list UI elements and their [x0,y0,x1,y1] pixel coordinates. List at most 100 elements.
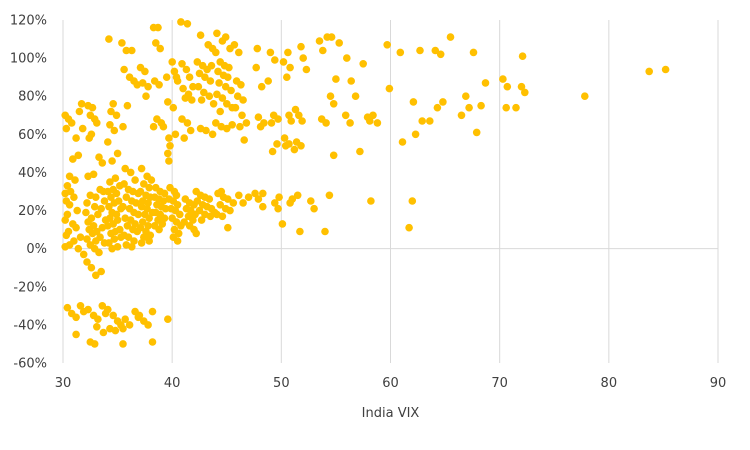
data-point-120 [104,305,112,314]
data-point-35 [76,302,85,310]
data-point-91 [110,126,119,135]
data-point-100 [112,189,121,198]
data-point-398 [296,227,304,236]
data-point-88 [107,107,115,116]
data-point-164 [119,324,127,333]
data-point-92 [104,138,112,146]
y-tick-label: 120% [10,14,47,29]
data-point-459 [521,88,529,97]
data-point-240 [172,191,181,200]
data-point-438 [416,46,424,55]
data-point-171 [137,164,146,173]
data-point-276 [180,218,188,226]
data-point-73 [95,248,103,257]
data-point-173 [147,176,156,184]
data-point-136 [121,164,129,173]
y-tick-label: 60% [18,128,47,143]
data-point-226 [162,73,171,81]
data-point-44 [85,134,93,142]
data-point-417 [335,39,344,47]
data-point-315 [212,48,220,57]
data-point-174 [140,180,148,188]
data-point-192 [145,237,153,245]
data-point-201 [156,44,164,53]
data-point-182 [143,204,151,213]
data-point-301 [193,197,202,205]
data-point-114 [107,229,115,238]
data-point-358 [244,193,253,201]
data-point-296 [208,130,217,139]
data-point-68 [83,235,91,243]
data-point-158 [130,237,138,245]
data-point-325 [213,90,221,99]
data-point-69 [92,237,100,245]
data-point-12 [63,182,72,190]
data-point-404 [310,204,318,213]
data-point-251 [174,229,183,238]
data-point-326 [218,94,227,102]
data-point-319 [214,67,222,76]
data-point-119 [108,244,116,253]
data-point-116 [110,235,119,243]
data-point-427 [367,197,375,205]
data-point-368 [259,202,267,211]
data-point-190 [146,231,155,240]
data-point-89 [112,111,121,120]
data-point-408 [327,33,336,41]
data-point-378 [271,199,279,207]
data-point-379 [274,204,282,213]
data-point-441 [433,103,442,112]
data-point-374 [267,119,276,127]
data-point-53 [100,197,109,205]
data-point-8 [69,155,77,163]
y-tick-label: 40% [18,166,47,181]
data-point-285 [207,61,216,70]
data-point-342 [218,212,227,221]
data-point-30 [79,250,88,259]
data-point-338 [216,201,224,209]
data-point-95 [111,174,120,182]
data-point-444 [439,98,447,106]
data-point-389 [285,140,293,148]
data-point-346 [235,48,243,57]
data-point-162 [125,321,134,329]
data-point-457 [517,82,526,91]
x-tick-label: 80 [601,376,618,391]
data-point-286 [195,69,204,78]
data-point-19 [63,210,72,219]
data-point-385 [283,73,291,81]
data-point-6 [77,100,86,108]
data-point-10 [65,172,74,181]
data-point-289 [194,82,203,91]
data-point-383 [279,58,288,66]
data-point-357 [239,199,247,207]
data-point-175 [145,183,153,192]
data-point-203 [155,81,163,89]
data-point-5 [75,107,84,116]
data-point-391 [286,199,294,207]
x-tick-label: 70 [491,376,508,391]
data-point-157 [124,233,133,241]
data-point-420 [341,111,350,120]
data-point-292 [197,96,206,104]
data-point-458 [518,52,527,60]
data-point-46 [98,159,107,167]
data-point-333 [228,121,236,129]
data-point-210 [160,189,169,198]
data-point-169 [144,82,152,91]
data-point-400 [297,42,305,51]
data-point-343 [224,223,232,232]
data-point-323 [221,82,230,91]
data-point-455 [503,82,512,91]
data-point-9 [74,151,83,160]
data-point-135 [119,122,127,131]
data-point-3 [67,119,76,127]
data-point-37 [72,330,80,339]
data-point-380 [278,220,287,228]
data-point-127 [118,39,126,47]
data-point-410 [322,119,330,127]
data-point-351 [231,103,240,112]
data-point-293 [209,100,218,108]
data-point-86 [105,35,113,43]
data-point-84 [90,340,99,348]
